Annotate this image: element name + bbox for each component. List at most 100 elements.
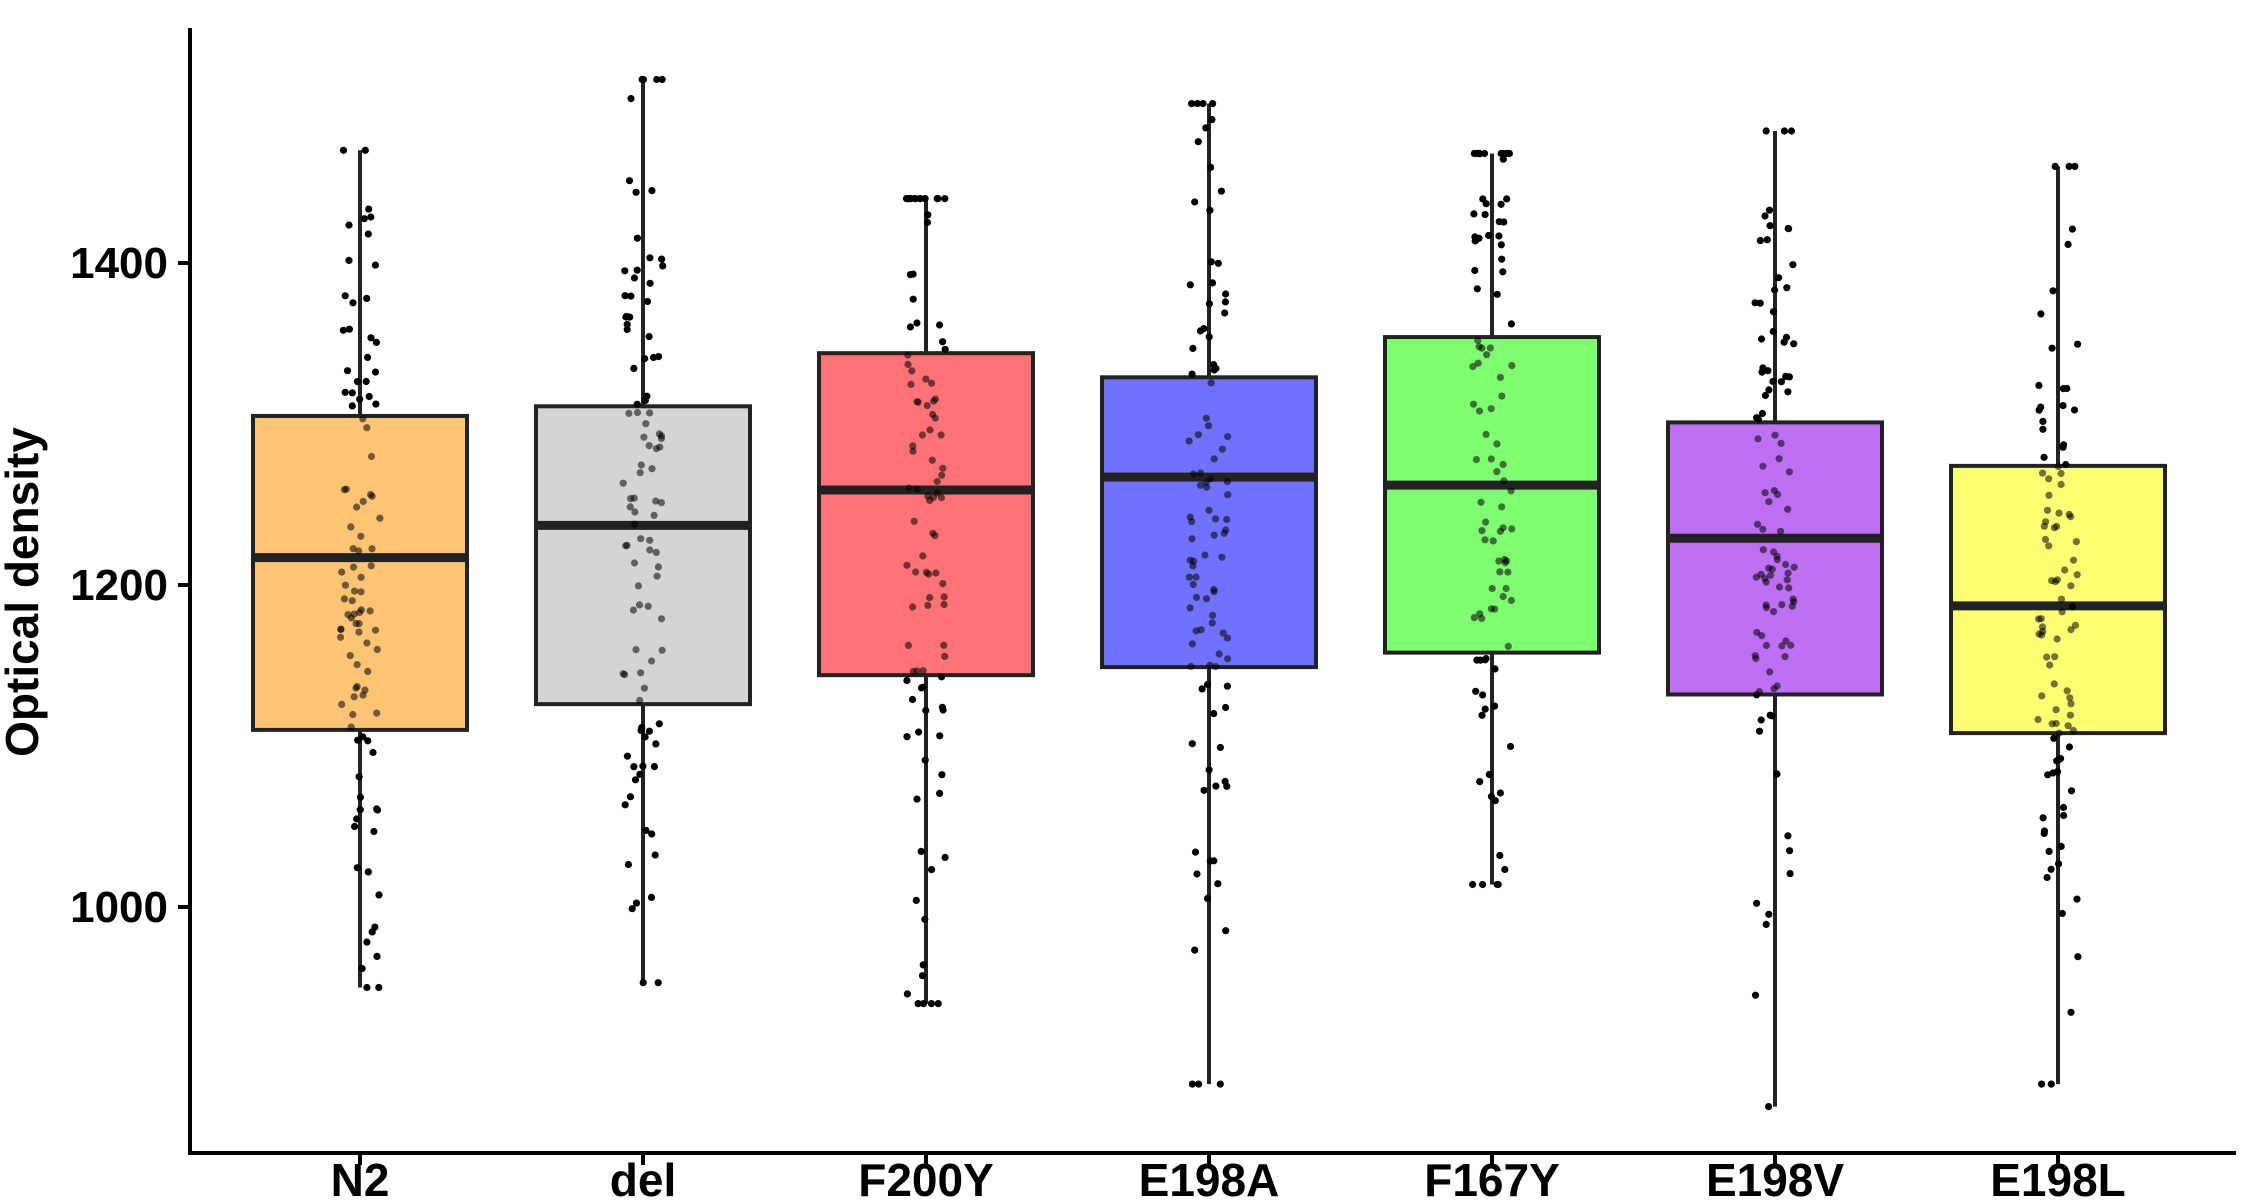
data-point (346, 652, 354, 660)
data-point (2039, 417, 2047, 425)
data-point (645, 333, 653, 341)
data-point (624, 860, 633, 869)
data-point (1222, 526, 1230, 534)
data-point (1193, 870, 1201, 878)
data-point (1493, 290, 1501, 298)
data-point (923, 402, 931, 410)
data-point (2051, 162, 2059, 170)
data-point (1483, 351, 1491, 359)
data-point (1222, 290, 1230, 298)
data-point (2066, 694, 2074, 702)
data-point (363, 938, 371, 946)
data-point (1223, 477, 1231, 486)
data-point (630, 364, 638, 372)
data-point (1472, 456, 1480, 464)
data-point (1482, 518, 1490, 526)
data-point (1207, 258, 1215, 266)
data-point (353, 864, 361, 872)
data-point (373, 645, 381, 654)
data-point (1507, 487, 1515, 495)
data-point (1212, 782, 1220, 790)
data-point (2071, 621, 2080, 629)
data-point (1224, 491, 1232, 499)
data-point (365, 392, 373, 401)
data-point (359, 733, 367, 741)
data-point (647, 893, 656, 902)
data-point (905, 484, 913, 492)
data-point (1498, 255, 1506, 263)
data-point (1778, 601, 1786, 609)
data-point (1508, 362, 1516, 370)
data-point (633, 266, 641, 274)
data-point (619, 479, 627, 487)
data-point (941, 195, 949, 203)
data-point (2037, 310, 2045, 318)
data-point (1784, 388, 1792, 396)
data-point (2047, 865, 2055, 873)
data-point (909, 295, 917, 303)
data-point (653, 572, 661, 580)
data-point (1188, 100, 1196, 108)
data-point (652, 740, 660, 748)
data-point (353, 503, 361, 511)
data-point (1783, 284, 1791, 292)
data-point (2039, 814, 2047, 822)
data-point (1211, 515, 1220, 523)
data-point (658, 75, 666, 84)
data-point (1189, 580, 1197, 589)
data-point (1216, 743, 1224, 752)
data-point (1479, 195, 1487, 203)
data-point (1771, 431, 1779, 439)
data-point (625, 177, 634, 185)
x-tick-label: E198A (1139, 1154, 1280, 1200)
data-point (338, 568, 346, 576)
data-point (654, 563, 663, 571)
data-point (1789, 261, 1797, 269)
data-point (645, 727, 654, 735)
data-point (1770, 685, 1778, 693)
data-point (638, 724, 646, 732)
data-point (626, 793, 635, 801)
data-point (644, 602, 652, 610)
data-point (345, 221, 353, 229)
data-point (1478, 614, 1486, 623)
data-point (341, 388, 349, 396)
data-point (909, 270, 917, 278)
data-point (1214, 259, 1222, 267)
data-point (1209, 611, 1217, 620)
data-point (648, 830, 656, 838)
data-point (2065, 162, 2073, 170)
data-point (637, 669, 645, 677)
data-point (367, 213, 375, 221)
data-point (1782, 372, 1790, 380)
data-point (937, 494, 946, 502)
data-point (2043, 506, 2052, 514)
data-point (2034, 715, 2042, 724)
data-point (345, 256, 353, 264)
data-point (1765, 498, 1773, 506)
data-point (2073, 571, 2081, 579)
data-point (1502, 557, 1511, 565)
data-point (1470, 210, 1478, 218)
data-point (643, 297, 652, 306)
data-point (936, 732, 944, 740)
data-point (907, 380, 915, 388)
data-point (1205, 333, 1213, 341)
data-point (364, 868, 372, 876)
data-point (1223, 634, 1232, 642)
data-point (912, 568, 920, 576)
data-point (2045, 491, 2053, 499)
data-point (1485, 231, 1493, 240)
data-point (936, 789, 944, 798)
data-point (356, 395, 364, 403)
data-point (1754, 415, 1762, 423)
data-point (347, 523, 355, 531)
data-point (2038, 692, 2046, 700)
data-point (904, 351, 912, 359)
data-point (914, 1000, 922, 1008)
data-point (343, 367, 352, 375)
data-point (364, 667, 372, 676)
data-point (621, 801, 629, 809)
data-point (1754, 520, 1762, 528)
x-tick-label: del (610, 1154, 676, 1200)
